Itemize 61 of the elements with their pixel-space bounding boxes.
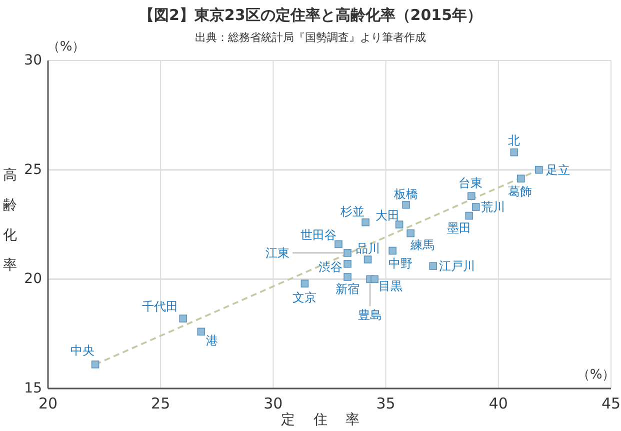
point xyxy=(465,212,474,220)
point xyxy=(370,275,378,284)
annotation: 江東 xyxy=(266,246,290,260)
point xyxy=(91,360,100,368)
point xyxy=(197,328,206,336)
annotation: 港 xyxy=(206,334,218,348)
y-axis-title: 高齢化率 xyxy=(3,168,17,274)
text: （%） xyxy=(46,40,86,54)
annotation: 大田 xyxy=(375,208,400,222)
point xyxy=(429,262,437,270)
point xyxy=(344,260,352,268)
x-tick-label: 25 xyxy=(151,394,170,412)
y-tick-label: 25 xyxy=(24,162,42,178)
x-tick-label: 35 xyxy=(376,394,396,412)
x-tick-label: 40 xyxy=(488,394,508,412)
annotation: 江戸川 xyxy=(439,259,476,274)
point xyxy=(402,200,410,209)
chart-subtitle: 出典：総務省統計局『国勢調査』より筆者作成 xyxy=(195,31,426,44)
point xyxy=(510,148,518,156)
annotation: 中野 xyxy=(388,256,413,271)
annotation: 豊島 xyxy=(358,308,382,322)
annotation: 北 xyxy=(508,133,520,148)
point xyxy=(364,256,372,264)
point xyxy=(300,280,309,288)
x-tick-label: 45 xyxy=(601,394,621,412)
point xyxy=(344,249,352,257)
annotation: 板橋 xyxy=(393,186,418,201)
point xyxy=(472,203,480,211)
chart-title: 【図2】東京23区の定住率と高齢化率（2015年） xyxy=(138,6,482,24)
point xyxy=(517,174,525,182)
point xyxy=(334,240,342,248)
point xyxy=(388,246,396,255)
point xyxy=(344,273,352,281)
y-tick-label: 20 xyxy=(24,271,42,288)
annotation: （%） xyxy=(576,368,616,382)
x-axis-title: 定住率 xyxy=(281,412,378,428)
annotation: 文京 xyxy=(292,290,317,305)
annotation: 渋谷 xyxy=(318,260,343,274)
point xyxy=(179,314,188,322)
annotation: 杉並 xyxy=(340,204,365,218)
point xyxy=(406,229,414,238)
point xyxy=(467,192,476,200)
annotation: 足立 xyxy=(546,162,570,177)
annotation: 荒川 xyxy=(480,200,505,214)
point xyxy=(362,218,370,226)
annotation: 練馬 xyxy=(410,238,435,252)
annotation: 墨田 xyxy=(447,220,472,235)
annotation: 新宿 xyxy=(336,282,360,296)
annotation: 中央 xyxy=(70,343,94,358)
annotation: 葛飾 xyxy=(508,184,532,199)
y-tick-label: 30 xyxy=(24,52,42,68)
y-tick-label: 15 xyxy=(24,380,42,396)
annotation: 目黒 xyxy=(378,279,403,294)
point xyxy=(395,220,404,228)
annotation: 千代田 xyxy=(142,300,178,314)
annotation: 品川 xyxy=(356,241,380,256)
annotation: 世田谷 xyxy=(300,228,337,242)
x-tick-label: 20 xyxy=(38,394,58,412)
x-tick-label: 30 xyxy=(264,394,283,412)
annotation: 台東 xyxy=(458,176,482,190)
point xyxy=(535,166,543,174)
